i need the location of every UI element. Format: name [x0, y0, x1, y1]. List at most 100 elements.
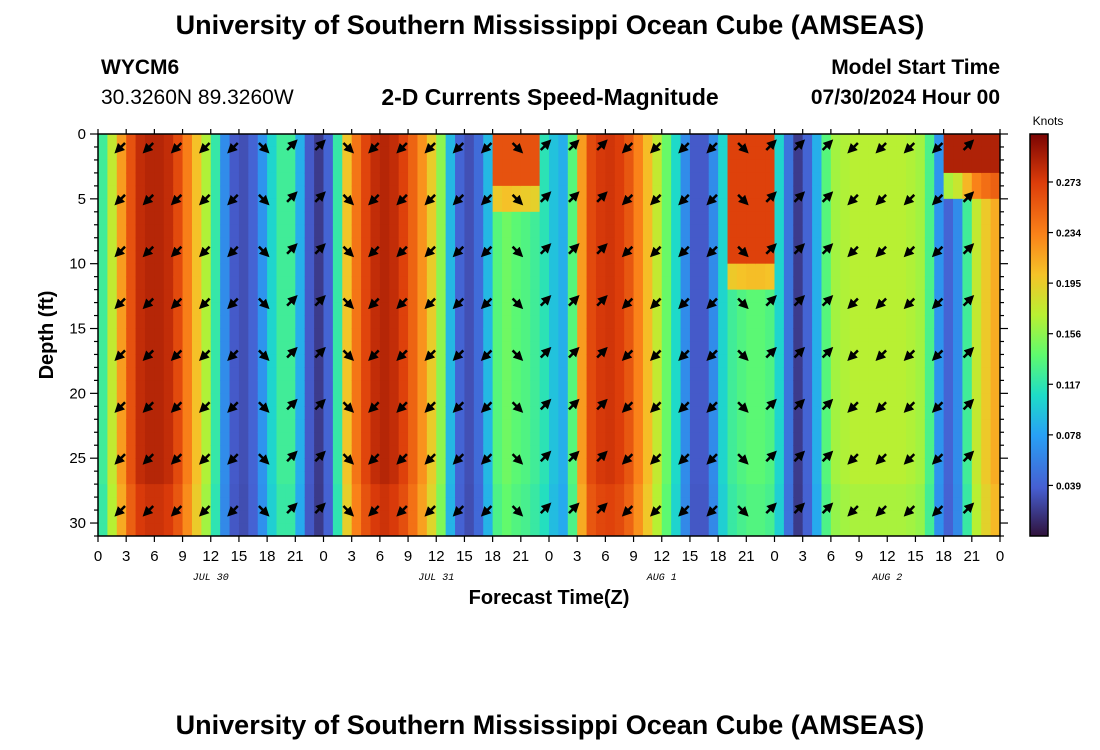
heatmap-cell — [614, 367, 625, 381]
heatmap-cell — [483, 484, 494, 498]
heatmap-cell — [981, 146, 992, 161]
heatmap-cell — [398, 172, 409, 187]
heatmap-cell — [398, 237, 409, 252]
heatmap-cell — [549, 185, 559, 200]
heatmap-cell — [915, 510, 926, 524]
heatmap-cell — [492, 224, 503, 239]
heatmap-cell — [699, 198, 710, 213]
heatmap-cell — [840, 172, 851, 187]
heatmap-cell — [361, 523, 372, 536]
heatmap-cell — [361, 328, 372, 343]
heatmap-cell — [849, 341, 860, 356]
heatmap-cell — [671, 497, 682, 511]
heatmap-cell — [483, 406, 494, 420]
heatmap-cell — [953, 224, 964, 239]
model-start-value: 07/30/2024 Hour 00 — [810, 86, 1000, 109]
heatmap-cell — [896, 289, 907, 304]
heatmap-cell — [981, 172, 992, 187]
heatmap-cell — [934, 198, 945, 213]
current-arrow — [621, 245, 634, 258]
heatmap-cell — [370, 263, 381, 278]
current-arrow — [765, 346, 777, 359]
heatmap-cell — [549, 302, 559, 317]
heatmap-cell — [163, 432, 174, 446]
heatmap-cell — [361, 134, 372, 148]
heatmap-cell — [840, 406, 851, 420]
heatmap-cell — [144, 445, 155, 459]
heatmap-cell — [267, 172, 278, 187]
heatmap-cell — [173, 211, 184, 226]
heatmap-cell — [652, 328, 663, 343]
heatmap-cell — [943, 432, 954, 446]
current-arrow — [258, 505, 270, 517]
heatmap-cell — [389, 146, 400, 161]
heatmap-cell — [558, 328, 569, 343]
heatmap-cell — [473, 393, 484, 407]
heatmap-cell — [295, 341, 306, 356]
heatmap-cell — [642, 198, 653, 213]
heatmap-cell — [257, 134, 268, 148]
heatmap-cell — [774, 315, 785, 330]
heatmap-cell — [981, 406, 992, 420]
heatmap-cell — [633, 380, 644, 394]
heatmap-cell — [379, 393, 390, 407]
heatmap-cell — [229, 276, 240, 291]
heatmap-cell — [549, 471, 559, 485]
heatmap-cell — [116, 134, 127, 148]
heatmap-cell — [718, 263, 729, 278]
heatmap-cell — [558, 445, 569, 459]
heatmap-cell — [144, 315, 155, 330]
heatmap-cell — [502, 484, 513, 498]
heatmap-cell — [473, 315, 484, 330]
heatmap-cell — [586, 497, 597, 511]
heatmap-cell — [323, 250, 334, 265]
heatmap-cell — [323, 146, 334, 161]
heatmap-cell — [201, 393, 212, 407]
heatmap-cell — [304, 276, 315, 291]
heatmap-cell — [473, 146, 484, 161]
heatmap-cell — [464, 211, 475, 226]
heatmap-cell — [849, 393, 860, 407]
heatmap-cell — [342, 198, 353, 213]
heatmap-cell — [652, 276, 663, 291]
heatmap-cell — [182, 354, 193, 369]
heatmap-cell — [624, 393, 635, 407]
heatmap-cell — [614, 380, 625, 394]
heatmap-cell — [314, 263, 325, 278]
heatmap-cell — [981, 134, 992, 148]
heatmap-cell — [633, 146, 644, 161]
heatmap-cell — [144, 471, 155, 485]
heatmap-cell — [314, 198, 325, 213]
current-arrow — [931, 142, 944, 154]
heatmap-cell — [783, 328, 794, 343]
heatmap-cell — [774, 224, 785, 239]
heatmap-cell — [464, 523, 475, 536]
heatmap-cell — [680, 380, 691, 394]
heatmap-cell — [379, 458, 390, 472]
heatmap-cell — [549, 510, 559, 524]
heatmap-cell — [699, 172, 710, 187]
heatmap-cell — [821, 224, 832, 239]
heatmap-cell — [943, 315, 954, 330]
x-tick-label: 15 — [456, 548, 473, 565]
heatmap-cell — [586, 237, 597, 252]
heatmap-cell — [201, 250, 212, 265]
heatmap-cell — [642, 484, 653, 498]
heatmap-cell — [614, 146, 625, 161]
heatmap-cell — [163, 523, 174, 536]
heatmap-cell — [483, 250, 494, 265]
heatmap-cell — [135, 419, 146, 433]
heatmap-cell — [342, 523, 353, 536]
heatmap-cell — [708, 510, 719, 524]
heatmap-cell — [840, 523, 851, 536]
heatmap-cell — [849, 419, 860, 433]
y-tick-label: 15 — [69, 321, 86, 338]
heatmap-cell — [276, 185, 287, 200]
heatmap-cell — [511, 224, 522, 239]
current-arrow — [452, 142, 465, 154]
heatmap-cell — [783, 445, 794, 459]
heatmap-cell — [342, 328, 353, 343]
heatmap-cell — [267, 237, 278, 252]
heatmap-cell — [755, 445, 766, 459]
heatmap-cell — [426, 445, 437, 459]
